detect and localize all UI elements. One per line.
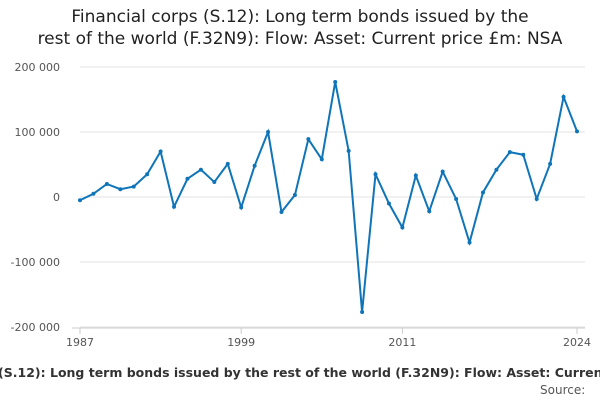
data-point [507,150,512,155]
y-tick-label: 200 000 [15,61,61,74]
data-point [78,198,82,203]
data-point [521,152,526,157]
data-point [252,163,257,168]
data-point [386,201,391,206]
data-point [454,196,459,201]
data-point [333,79,338,84]
data-point [239,205,244,210]
data-point [373,172,378,177]
y-tick-label: -200 000 [11,321,60,334]
data-point [158,149,163,154]
footer: Financial corps (S.12): Long term bonds … [0,365,600,380]
x-tick-label: 2024 [563,336,591,349]
data-point [440,169,445,174]
y-tick-label: -100 000 [11,256,60,269]
data-point [319,157,324,162]
data-point [131,184,136,189]
data-point [225,161,230,166]
data-point [185,176,190,181]
data-point [575,129,579,134]
data-point [548,161,553,166]
data-point [427,209,432,214]
source: Source: [540,383,585,397]
data-point [467,240,472,245]
data-point [413,173,418,178]
data-point [561,94,566,99]
data-point [292,193,297,198]
data-point [279,209,284,214]
data-point [266,130,271,134]
data-point [104,182,109,186]
title-line: rest of the world (F.32N9): Flow: Asset:… [38,29,563,49]
data-point [91,191,96,196]
y-tick-label: 100 000 [15,126,61,139]
data-point [400,225,405,230]
data-point [360,310,365,315]
data-point [306,137,311,142]
data-point [494,167,499,172]
data-point [346,148,351,153]
data-point [534,196,539,201]
x-tick-label: 1987 [66,336,94,349]
x-tick-label: 2011 [388,336,416,349]
data-point [480,190,485,195]
y-tick-label: 0 [53,191,60,204]
data-point [118,187,123,192]
data-point [145,172,150,177]
title-line: Financial corps (S.12): Long term bonds … [71,7,528,27]
data-point [198,167,203,172]
series-line [79,81,578,313]
chart-title: Financial corps (S.12): Long term bonds … [38,7,563,49]
x-tick-label: 1999 [227,336,255,349]
data-point [172,204,177,209]
data-point [212,180,217,185]
